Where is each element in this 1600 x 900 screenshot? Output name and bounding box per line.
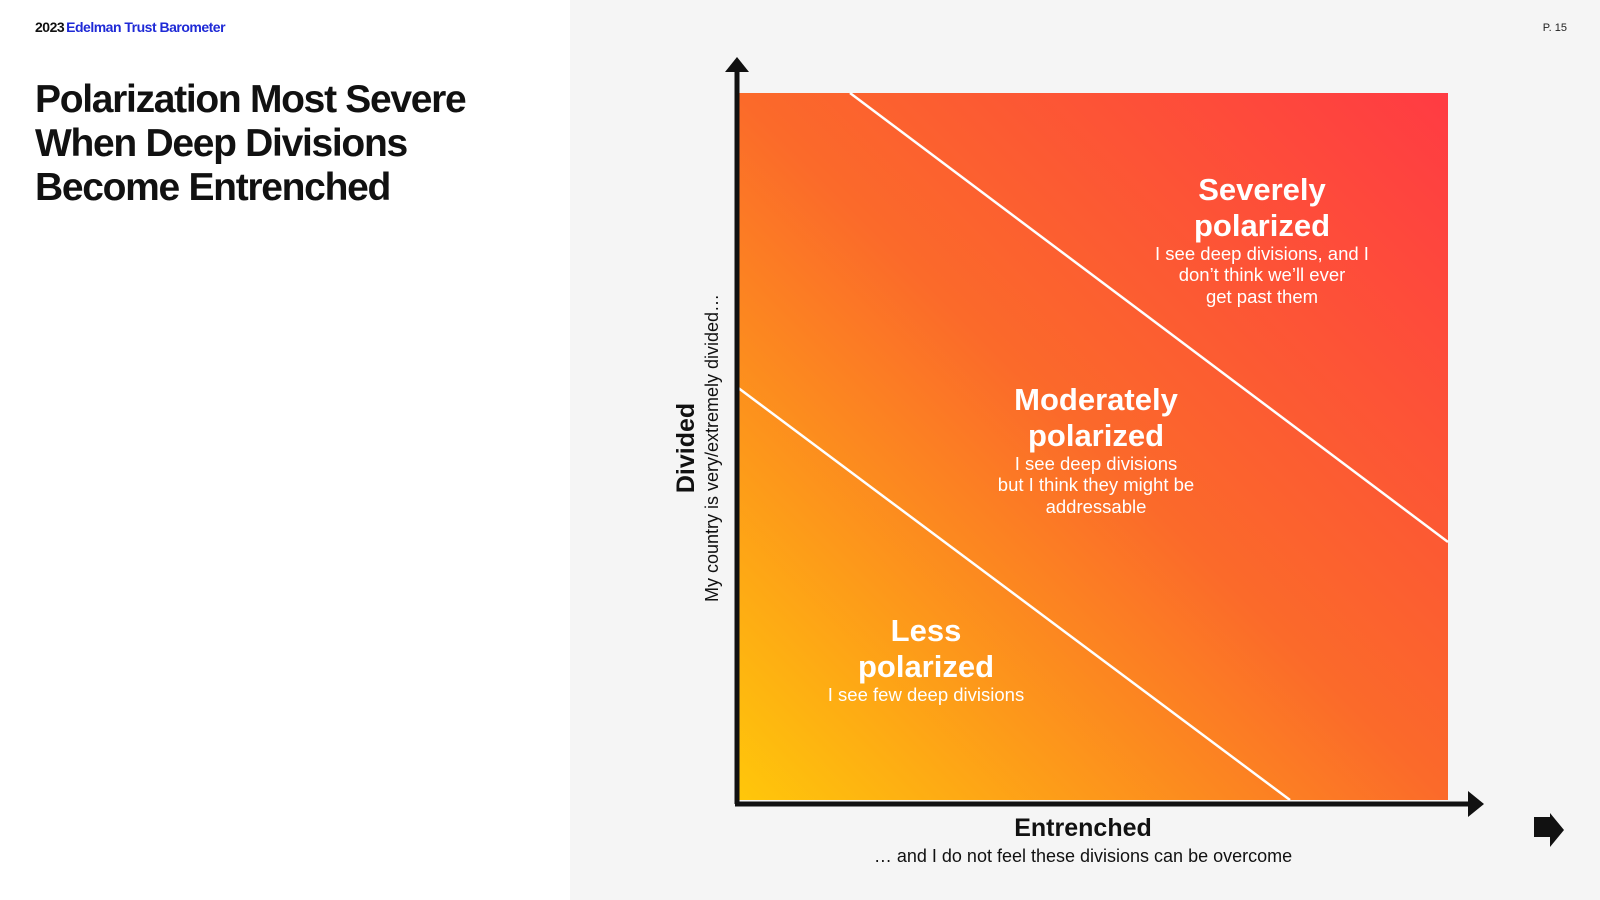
gradient-field xyxy=(737,93,1448,800)
zone-description: get past them xyxy=(1206,286,1318,307)
zone-description: don’t think we’ll ever xyxy=(1179,264,1346,285)
zone-heading: Moderately xyxy=(1014,382,1178,417)
zone-label-moderate: Moderately polarized I see deep division… xyxy=(998,382,1194,517)
title-line: When Deep Divisions xyxy=(35,122,408,165)
zone-heading: polarized xyxy=(1028,418,1164,453)
x-axis-title: Entrenched xyxy=(1014,814,1152,842)
y-axis-title: Divided xyxy=(672,403,700,493)
boundary-line-severe xyxy=(849,92,1449,543)
page-title: Polarization Most Severe When Deep Divis… xyxy=(35,78,515,210)
zone-label-less: Less polarized I see few deep divisions xyxy=(828,613,1024,705)
zone-description: I see deep divisions, and I xyxy=(1155,243,1369,264)
brand-name: Edelman Trust Barometer xyxy=(66,19,226,35)
page-number: P. 15 xyxy=(1542,22,1567,34)
zone-heading: Severely xyxy=(1198,172,1326,207)
x-axis-subtitle: … and I do not feel these divisions can … xyxy=(874,846,1292,866)
title-line: Become Entrenched xyxy=(35,166,391,209)
y-axis-arrow-icon xyxy=(725,57,749,72)
zone-description: I see deep divisions xyxy=(1015,453,1178,474)
zone-label-severe: Severely polarized I see deep divisions,… xyxy=(1155,172,1369,307)
title-line: Polarization Most Severe xyxy=(35,78,467,121)
brand-year: 2023 xyxy=(35,19,65,35)
brand-logo: 2023 Edelman Trust Barometer xyxy=(35,19,226,35)
zone-heading: polarized xyxy=(858,649,994,684)
x-axis-arrow-icon xyxy=(1468,791,1484,817)
zone-description: addressable xyxy=(1046,496,1147,517)
next-arrow-icon[interactable] xyxy=(1532,813,1566,847)
zone-heading: polarized xyxy=(1194,208,1330,243)
zone-heading: Less xyxy=(891,613,962,648)
y-axis-subtitle: My country is very/extremely divided… xyxy=(702,294,722,602)
boundary-line-less xyxy=(736,385,1291,802)
zone-description: I see few deep divisions xyxy=(828,684,1024,705)
zone-description: but I think they might be xyxy=(998,474,1194,495)
